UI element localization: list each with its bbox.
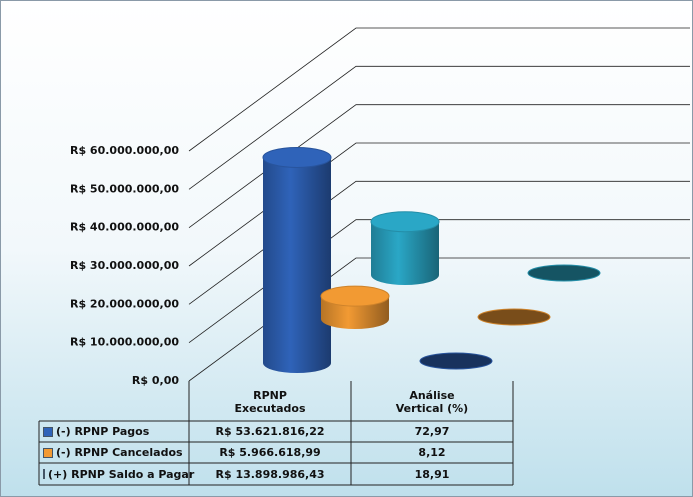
- cylinder: [419, 352, 493, 370]
- legend-entry: (+) RPNP Saldo a Pagar: [39, 463, 194, 485]
- legend-label: (-) RPNP Cancelados: [56, 446, 183, 459]
- y-tick-label: R$ 30.000.000,00: [70, 259, 179, 272]
- value-label: R$ 53.621.816,22: [215, 425, 325, 438]
- grid-line: [188, 257, 690, 382]
- cylinder-top: [527, 264, 601, 282]
- legend-entry: (-) RPNP Cancelados: [39, 442, 189, 463]
- y-tick-label: R$ 60.000.000,00: [70, 144, 179, 157]
- value-label: R$ 5.966.618,99: [219, 446, 321, 459]
- value-label: R$ 13.898.986,43: [215, 467, 325, 481]
- grid-line: [188, 104, 690, 228]
- cylinder: [320, 285, 390, 329]
- value-label: 18,91: [414, 467, 450, 481]
- cylinder: [262, 146, 332, 373]
- grid-line: [188, 180, 690, 305]
- legend-swatch: [43, 447, 53, 458]
- grid-line: [188, 142, 690, 267]
- y-tick-label: R$ 40.000.000,00: [70, 221, 179, 234]
- column-header: RPNP Executados: [234, 389, 306, 415]
- legend-swatch: [43, 469, 45, 479]
- legend-label: (+) RPNP Saldo a Pagar: [48, 467, 195, 481]
- cylinder-top: [370, 211, 440, 233]
- y-tick-label: R$ 10.000.000,00: [70, 336, 179, 349]
- cylinder: [370, 211, 440, 285]
- grid-line: [188, 219, 690, 343]
- value-label: 8,12: [418, 446, 446, 459]
- cylinder-body: [371, 221, 439, 285]
- cylinder-top: [262, 146, 332, 168]
- y-tick-label: R$ 50.000.000,00: [70, 182, 179, 195]
- cylinder-body: [263, 157, 331, 373]
- cylinder-top: [419, 352, 493, 370]
- legend-entry: (-) RPNP Pagos: [39, 421, 189, 442]
- column-header: Análise Vertical (%): [395, 389, 469, 415]
- cylinder-top: [477, 308, 551, 326]
- grid-line: [188, 65, 690, 190]
- cylinder-top: [320, 285, 390, 307]
- legend-label: (-) RPNP Pagos: [56, 425, 150, 438]
- grid-line: [188, 27, 690, 152]
- legend-swatch: [43, 426, 53, 437]
- y-tick-label: R$ 0,00: [132, 374, 179, 387]
- cylinder: [477, 308, 551, 326]
- cylinder: [527, 264, 601, 282]
- y-tick-label: R$ 20.000.000,00: [70, 297, 179, 310]
- value-label: 72,97: [414, 425, 450, 438]
